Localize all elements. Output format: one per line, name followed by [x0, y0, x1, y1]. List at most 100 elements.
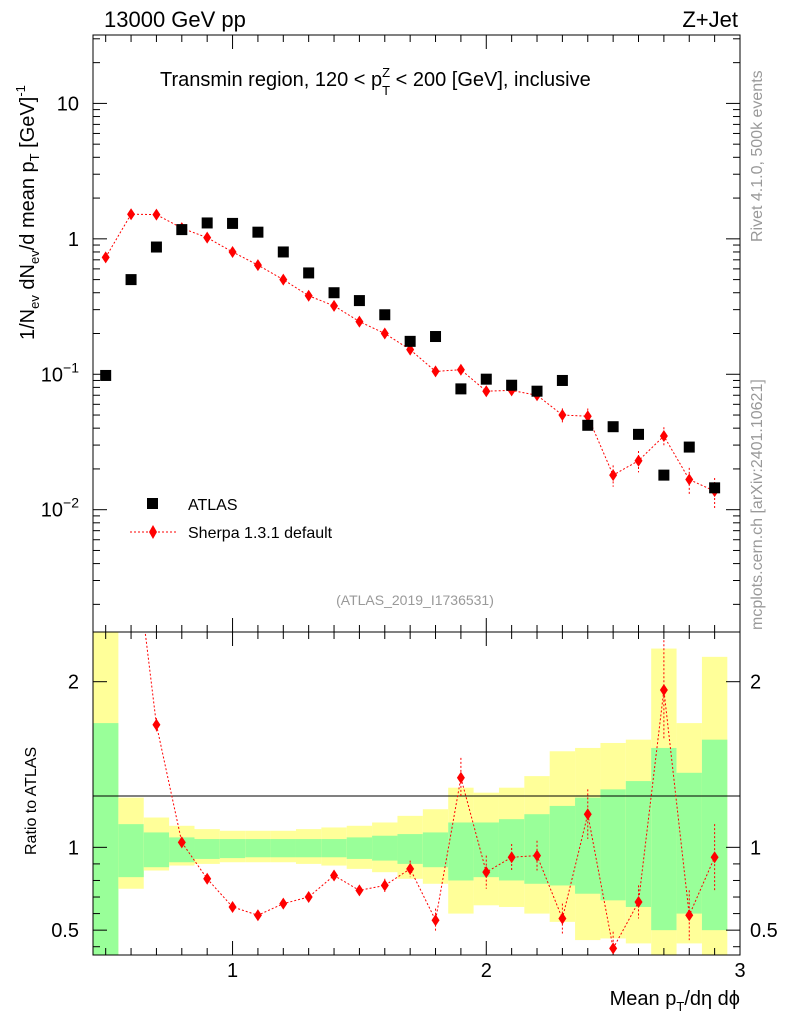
atlas-point — [430, 331, 442, 343]
ratio-sherpa-point — [609, 942, 618, 955]
ratio-y-tick-label-right: 1 — [750, 837, 761, 859]
atlas-point — [480, 373, 492, 385]
atlas-point — [277, 246, 289, 258]
ratio-green-band — [321, 839, 347, 858]
main-y-tick-label: 10−2 — [41, 495, 79, 522]
region-title-sup: Z — [382, 65, 390, 80]
region-title-pre: Transmin region, 120 < p — [160, 69, 382, 91]
ratio-green-band — [245, 839, 271, 858]
ratio-y-tick-label-left: 0.5 — [51, 920, 79, 942]
ratio-sherpa-point — [558, 912, 567, 925]
ratio-green-band — [118, 824, 144, 878]
main-y-tick-label: 10−1 — [41, 359, 79, 386]
sherpa-point — [456, 363, 465, 376]
atlas-point — [125, 274, 137, 286]
y-axis-label-ratio: Ratio to ATLAS — [23, 747, 40, 855]
atlas-point — [176, 224, 188, 236]
x-tick-label: 1 — [227, 960, 238, 982]
atlas-point — [607, 421, 619, 433]
analysis-reference: (ATLAS_2019_I1736531) — [336, 592, 494, 608]
ratio-sherpa-point — [203, 872, 212, 885]
region-title-sub: T — [382, 83, 390, 98]
ratio-sherpa-point — [152, 718, 161, 731]
x-tick-label: 3 — [734, 960, 745, 982]
ratio-y-tick-label-right: 2 — [750, 672, 761, 694]
main-y-tick-base: 1 — [68, 229, 79, 251]
sherpa-point — [127, 208, 136, 221]
ratio-green-band — [448, 822, 474, 881]
ratio-y-tick-label-right: 0.5 — [750, 920, 778, 942]
ratio-green-band — [625, 781, 652, 907]
ratio-sherpa-point — [431, 914, 440, 927]
ratio-sherpa-point — [279, 897, 288, 910]
ratio-green-band — [422, 832, 449, 868]
side-label-rivet: Rivet 4.1.0, 500k events — [749, 70, 766, 242]
sherpa-point — [659, 430, 668, 443]
ratio-sherpa-point — [583, 808, 592, 821]
atlas-point — [379, 309, 391, 321]
atlas-point — [455, 383, 467, 395]
region-title: Transmin region, 120 < pZ T < 200 [GeV], … — [160, 65, 591, 98]
atlas-point — [227, 217, 239, 229]
sherpa-point — [101, 251, 110, 264]
ratio-green-band — [701, 739, 728, 931]
sherpa-point — [634, 454, 643, 467]
sherpa-point — [228, 245, 237, 258]
ratio-green-band — [600, 789, 626, 901]
legend-sherpa-label: Sherpa 1.3.1 default — [188, 525, 333, 542]
x-axis-label: Mean pT/dη dϕ — [610, 988, 740, 1014]
ratio-sherpa-point — [304, 891, 313, 904]
sherpa-point — [685, 473, 694, 486]
ratio-axis-ticks: 0.5 0.5 1 1 2 2 — [51, 672, 778, 948]
atlas-point — [100, 369, 112, 381]
ratio-sherpa-point — [355, 884, 364, 897]
ratio-sherpa-point — [177, 836, 186, 849]
legend-sherpa-marker — [149, 525, 157, 539]
sherpa-point — [279, 273, 288, 286]
ratio-sherpa-point — [634, 895, 643, 908]
sherpa-point — [380, 327, 389, 340]
ratio-sherpa-point — [507, 851, 516, 864]
ratio-sherpa-point — [710, 851, 719, 864]
ratio-green-band — [194, 839, 220, 859]
sherpa-point — [482, 385, 491, 398]
ratio-sherpa-point — [330, 869, 339, 882]
main-plot-frame — [92, 34, 741, 633]
sherpa-point — [558, 409, 567, 422]
ratio-sherpa-point — [533, 849, 542, 862]
atlas-point — [328, 287, 340, 299]
ratio-plot-frame — [92, 631, 741, 956]
region-title-post: < 200 [GeV], inclusive — [390, 69, 591, 91]
sherpa-point — [583, 410, 592, 423]
atlas-point — [353, 295, 365, 307]
ratio-green-band — [270, 839, 296, 858]
ratio-green-band — [676, 772, 702, 914]
energy-label: 13000 GeV pp — [104, 7, 246, 32]
atlas-point — [150, 241, 162, 253]
ratio-series — [144, 632, 719, 955]
sherpa-point — [152, 208, 161, 221]
ratio-green-band — [219, 839, 246, 859]
atlas-point — [683, 441, 695, 453]
atlas-point — [582, 419, 594, 431]
ratio-green-band — [651, 747, 677, 931]
ratio-green-band — [93, 723, 119, 955]
main-y-tick-base: 10 — [57, 93, 79, 115]
ratio-green-band — [372, 835, 398, 861]
atlas-point — [201, 217, 213, 229]
main-axis-ticks: 10 1 10−1 10−2 — [41, 38, 740, 605]
atlas-point — [531, 385, 543, 397]
ratio-green-band — [295, 839, 322, 858]
sherpa-point — [355, 315, 364, 328]
ratio-y-tick-label-left: 2 — [68, 672, 79, 694]
ratio-sherpa-point — [228, 900, 237, 913]
ratio-y-tick-label-left: 1 — [68, 837, 79, 859]
atlas-point — [404, 335, 416, 347]
sherpa-point — [203, 231, 212, 244]
ratio-green-band — [397, 834, 423, 864]
atlas-point — [633, 428, 645, 440]
sherpa-point — [304, 289, 313, 302]
ratio-sherpa-point — [482, 866, 491, 879]
main-series — [100, 208, 721, 509]
